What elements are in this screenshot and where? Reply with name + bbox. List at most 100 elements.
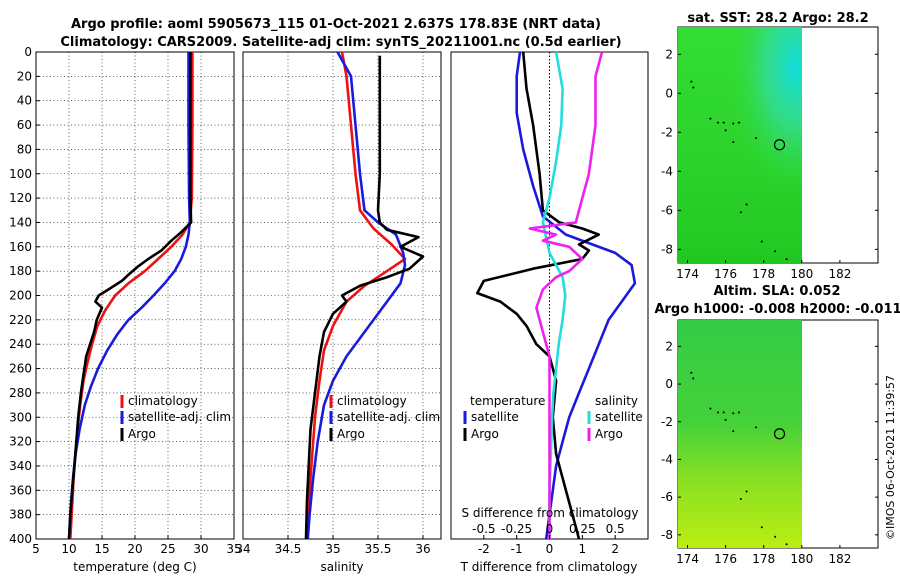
map-xtick-label: 178 [752, 552, 775, 566]
map-ytick-label: -6 [661, 203, 673, 217]
difference-t-xticks: -2 -1 0 1 2 [478, 535, 619, 556]
map-xtick-label: 180 [790, 267, 813, 281]
island-dot [745, 490, 748, 493]
ytick-label: 120 [9, 191, 32, 205]
island-dot [692, 86, 695, 89]
xtick-label: 20 [127, 542, 142, 556]
xtick-label: 34 [235, 542, 250, 556]
legend-label-t-argo: Argo [471, 427, 499, 441]
island-dot [737, 411, 740, 414]
ytick-label: 280 [9, 386, 32, 400]
xtick-label: 5 [32, 542, 40, 556]
map-ytick-label: -6 [661, 490, 673, 504]
island-dot [760, 240, 763, 243]
t-difference-xlabel: T difference from climatology [460, 560, 638, 574]
ytick-label: 200 [9, 289, 32, 303]
sst-map-title: sat. SST: 28.2 Argo: 28.2 [687, 11, 868, 26]
sst-warm-pool [678, 27, 802, 263]
sla-map-subtitle: Argo h1000: -0.008 h2000: -0.011 [654, 302, 900, 317]
island-dot [717, 411, 719, 414]
salinity-xlabel: salinity [320, 560, 363, 574]
legend-label-climatology: climatology [337, 394, 407, 408]
legend-label-s-satellite: satellite [595, 410, 643, 424]
sla-map-yticks: 2 0 -2 -4 -6 -8 [661, 339, 878, 542]
x2tick-label: 0.25 [569, 522, 596, 536]
difference-series [475, 51, 637, 540]
sst-map-xticks: 174 176 178 180 182 [676, 260, 851, 281]
salinity-panel: 34 34.5 35 35.5 36 salinity climatology sate… [235, 51, 442, 574]
legend-label-argo: Argo [337, 427, 365, 441]
xtick-label: 35 [325, 542, 340, 556]
xtick-label: 15 [94, 542, 109, 556]
ytick-label: 400 [9, 532, 32, 546]
ytick-label: 40 [17, 94, 32, 108]
temperature-series [67, 52, 194, 540]
xtick-label: 0 [546, 542, 554, 556]
legend-label-satellite: satellite-adj. clim [128, 410, 231, 424]
ytick-label: 20 [17, 69, 32, 83]
ytick-label: 220 [9, 313, 32, 327]
ytick-label: 260 [9, 362, 32, 376]
x2tick-label: -0.5 [472, 522, 495, 536]
map-xtick-label: 182 [828, 267, 851, 281]
x2tick-label: 0.5 [606, 522, 625, 536]
sla-map-islands [690, 371, 788, 546]
map-xtick-label: 174 [676, 267, 699, 281]
sla-map-xticks: 174 176 178 180 182 [676, 545, 851, 566]
island-dot [739, 211, 742, 214]
map-ytick-label: -2 [661, 415, 673, 429]
ytick-label: 0 [24, 45, 32, 59]
salinity-legend: climatology satellite-adj. clim Argo [329, 394, 440, 441]
island-dot [732, 412, 735, 415]
legend-label-s-argo: Argo [595, 427, 623, 441]
series-line-temperature-satellite [515, 51, 637, 540]
legend-title-temperature: temperature [470, 394, 545, 408]
island-dot [717, 121, 719, 124]
s-difference-xlabel: S difference from climatology [462, 506, 639, 520]
island-dot [690, 371, 693, 374]
island-dot [722, 121, 725, 124]
island-dot [785, 258, 788, 261]
xtick-label: 2 [611, 542, 619, 556]
ytick-label: 140 [9, 215, 32, 229]
map-ytick-label: 2 [665, 47, 673, 61]
temperature-yticks: 0 20 40 60 80 100 120 140 160 180 200 220 240 260 280 3… [9, 45, 40, 546]
map-xtick-label: 174 [676, 552, 699, 566]
difference-s-xticks: -0.5 -0.25 0 0.25 0.5 [472, 522, 625, 536]
island-dot [722, 411, 725, 414]
island-dot [709, 407, 712, 410]
ytick-label: 60 [17, 118, 32, 132]
ytick-label: 380 [9, 508, 32, 522]
island-dot [732, 141, 735, 144]
map-ytick-label: 0 [665, 377, 673, 391]
island-dot [690, 80, 693, 83]
map-xtick-label: 180 [790, 552, 813, 566]
sst-map-islands [690, 80, 788, 261]
title-line-2: Climatology: CARS2009. Satellite-adj cli… [60, 35, 621, 50]
xtick-label: 34.5 [275, 542, 302, 556]
map-ytick-label: 0 [665, 86, 673, 100]
island-dot [732, 122, 735, 125]
salinity-xticks: 34 34.5 35 35.5 36 [235, 535, 431, 556]
salinity-grid [243, 52, 441, 539]
x2tick-label: -0.25 [501, 522, 532, 536]
series-line-climatology [306, 51, 407, 539]
ytick-label: 100 [9, 167, 32, 181]
island-dot [785, 543, 788, 546]
map-ytick-label: -4 [661, 164, 673, 178]
xtick-label: -1 [511, 542, 523, 556]
xtick-label: 10 [61, 542, 76, 556]
map-xtick-label: 176 [714, 552, 737, 566]
ytick-label: 300 [9, 410, 32, 424]
series-line-salinity-satellite [541, 51, 567, 539]
ytick-label: 340 [9, 459, 32, 473]
map-xtick-label: 178 [752, 267, 775, 281]
island-dot [760, 526, 763, 529]
difference-legend: temperature satellite Argo salinity sate… [463, 394, 643, 441]
temperature-grid [36, 52, 234, 539]
map-ytick-label: 2 [665, 339, 673, 353]
legend-label-argo: Argo [128, 427, 156, 441]
ytick-label: 240 [9, 337, 32, 351]
island-dot [737, 121, 740, 124]
